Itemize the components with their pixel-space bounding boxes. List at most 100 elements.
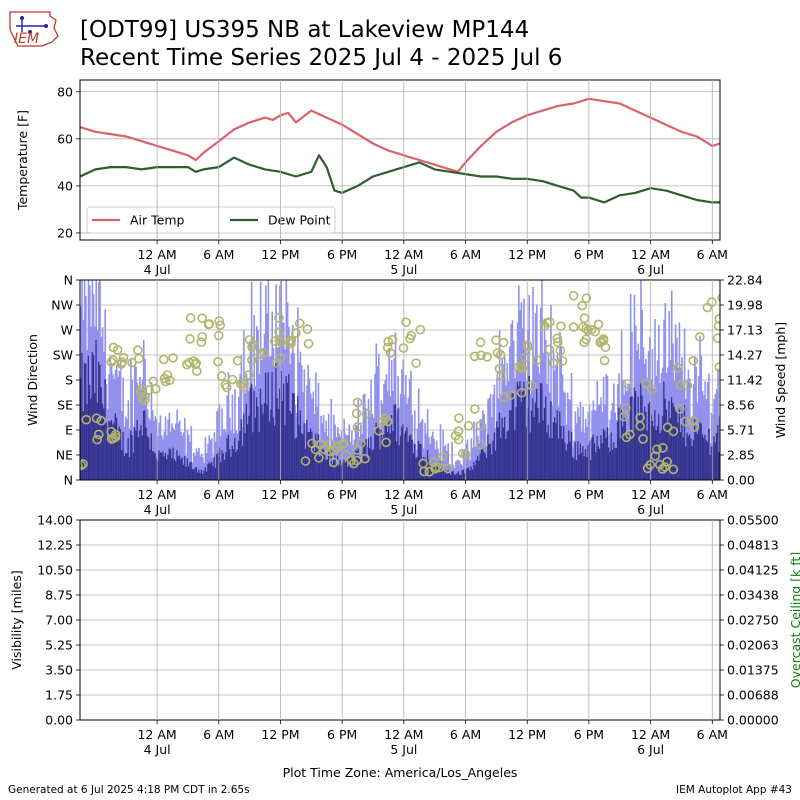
- wind-speed-bar: [566, 444, 569, 480]
- wind-direction-point: [638, 434, 648, 444]
- wind-gust-bar: [398, 407, 401, 480]
- x-tick-label: 12 PM: [508, 727, 546, 742]
- wind-speed-bar: [149, 449, 151, 480]
- direction-tick-label: E: [65, 423, 73, 438]
- wind-speed-bar: [155, 458, 158, 480]
- wind-direction-point: [213, 356, 223, 367]
- wind-speed-bar: [670, 397, 673, 480]
- air-temp-line: [80, 97, 720, 173]
- wind-speed-bar: [697, 427, 700, 480]
- wind-speed-bar: [461, 469, 464, 480]
- x-tick-label: 6 AM: [203, 247, 234, 262]
- wind-speed-bar: [385, 425, 388, 480]
- wind-direction-point: [457, 448, 468, 459]
- wind-speed-bar: [286, 383, 289, 480]
- wind-speed-bar: [186, 458, 189, 480]
- wind-speed-bar: [674, 408, 677, 480]
- wind-speed-bar: [159, 452, 162, 480]
- speed-tick-label: 22.84: [727, 273, 763, 288]
- wind-gust-bar: [300, 365, 303, 480]
- wind-direction-point: [454, 413, 464, 423]
- wind-speed-bar: [471, 469, 474, 480]
- wind-speed-bar: [231, 445, 234, 480]
- wind-speed-bar: [293, 393, 295, 480]
- wind-speed-bar: [390, 414, 393, 480]
- wind-speed-bar: [551, 438, 554, 480]
- wind-speed-bar: [537, 407, 539, 480]
- wind-direction-point: [668, 464, 679, 475]
- wind-gust-bar: [676, 337, 678, 480]
- wind-speed-bar: [422, 457, 425, 480]
- wind-gust-bar: [569, 400, 572, 480]
- wind-direction-point: [668, 426, 679, 437]
- wind-gust-bar: [717, 368, 719, 480]
- wind-speed-bar: [696, 434, 699, 480]
- x-tick-label: 12 AM: [384, 487, 423, 502]
- wind-gust-bar: [213, 432, 216, 480]
- wind-direction-point: [270, 336, 280, 347]
- wind-gust-bar: [326, 436, 329, 480]
- wind-speed-bar: [446, 473, 448, 480]
- wind-gust-bar: [176, 409, 178, 480]
- y2-axis-label: Overcast Ceiling [k ft]: [788, 552, 800, 688]
- wind-speed-bar: [121, 450, 123, 480]
- wind-direction-point: [59, 463, 67, 471]
- wind-speed-bar: [596, 435, 599, 480]
- wind-speed-bar: [318, 456, 321, 480]
- wind-speed-bar: [503, 416, 506, 480]
- wind-direction-point: [81, 414, 92, 425]
- wind-speed-bar: [647, 404, 650, 480]
- wind-gust-bar: [465, 443, 467, 480]
- wind-direction-point: [107, 355, 118, 365]
- wind-speed-bar: [575, 460, 578, 480]
- wind-gust-bar: [578, 417, 581, 480]
- wind-speed-bar: [679, 432, 682, 480]
- wind-gust-bar: [642, 347, 645, 480]
- wind-gust-bar: [651, 349, 654, 480]
- wind-speed-bar: [444, 469, 447, 480]
- wind-speed-bar: [578, 454, 581, 480]
- wind-speed-bar: [325, 459, 327, 480]
- wind-gust-bar: [704, 381, 706, 480]
- wind-direction-point: [680, 416, 691, 427]
- wind-direction-point: [215, 320, 225, 331]
- wind-direction-point: [164, 375, 175, 386]
- wind-speed-bar: [205, 471, 208, 480]
- wind-gust-bar: [374, 373, 376, 480]
- wind-speed-bar: [181, 457, 184, 480]
- wind-speed-bar: [338, 465, 340, 480]
- wind-speed-bar: [601, 443, 604, 480]
- wind-direction-point: [382, 342, 393, 353]
- wind-speed-bar: [344, 462, 347, 480]
- wind-gust-bar: [489, 394, 492, 480]
- direction-tick-label: N: [64, 473, 73, 488]
- direction-tick-label: NW: [51, 298, 73, 313]
- wind-speed-bar: [266, 404, 268, 480]
- wind-speed-bar: [708, 428, 710, 480]
- wind-speed-bar: [466, 468, 469, 480]
- wind-direction-point: [134, 353, 144, 364]
- wind-speed-bar: [628, 433, 631, 480]
- wind-speed-bar: [353, 460, 356, 480]
- wind-gust-bar: [505, 385, 507, 480]
- wind-speed-bar: [315, 433, 317, 480]
- wind-speed-bar: [113, 422, 116, 480]
- wind-speed-bar: [106, 438, 109, 480]
- wind-speed-bar: [678, 409, 681, 480]
- wind-speed-bar: [112, 424, 114, 480]
- wind-speed-bar: [604, 430, 606, 480]
- wind-gust-bar: [130, 358, 132, 480]
- wind-gust-bar: [312, 391, 315, 480]
- wind-gust-bar: [338, 433, 340, 480]
- x-tick-label: 6 PM: [574, 487, 604, 502]
- ceiling-tick-label: 0.04813: [727, 538, 779, 553]
- wind-direction-point: [463, 420, 474, 431]
- wind-direction-point: [401, 317, 411, 328]
- wind-gust-bar: [135, 366, 137, 480]
- wind-direction-point: [579, 313, 590, 323]
- x-axis-label: Plot Time Zone: America/Los_Angeles: [283, 765, 518, 780]
- x-date-label: 6 Jul: [637, 502, 664, 517]
- wind-speed-bar: [389, 433, 392, 480]
- wind-gust-bar: [205, 453, 208, 480]
